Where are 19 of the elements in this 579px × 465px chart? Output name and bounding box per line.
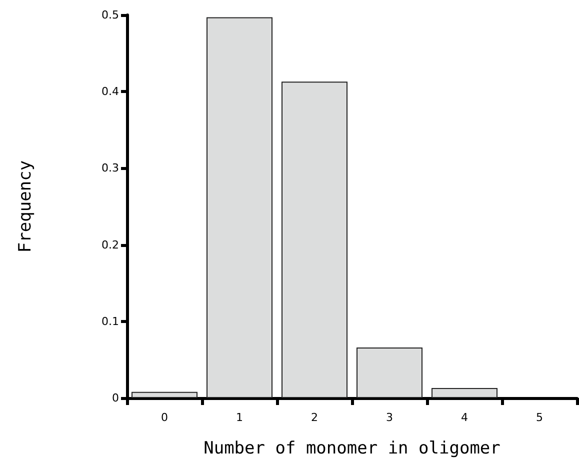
y-tick-label: 0.2 [102,238,119,252]
x-tick-label: 2 [311,411,318,424]
bar [356,347,422,398]
bar [282,82,348,398]
y-tick-label: 0.1 [102,314,119,328]
x-tick-label: 5 [536,411,543,424]
x-tick-label: 4 [461,411,468,424]
bar [132,392,198,398]
y-tick-label: 0.4 [102,85,119,98]
y-axis-title: Frequency [16,160,36,253]
x-tick-label: 0 [161,411,168,424]
x-tick-label: 1 [236,411,243,424]
x-tick-label: 3 [386,411,393,424]
x-axis-title: Number of monomer in oligomer [204,438,500,458]
bar [206,17,272,398]
y-tick-label: 0.3 [102,162,119,175]
y-tick-label: 0 [112,392,119,404]
bar [432,388,498,398]
y-tick-label: 0.5 [102,8,119,22]
